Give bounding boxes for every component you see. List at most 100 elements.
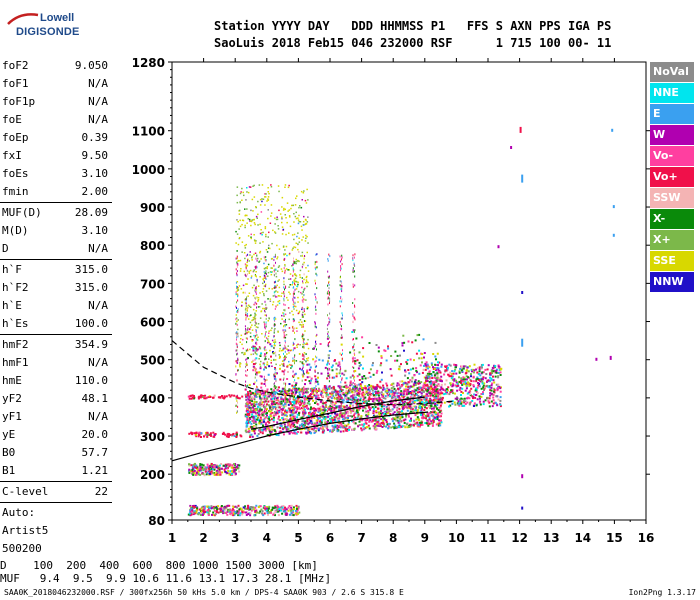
echo-point <box>270 215 272 217</box>
echo-point <box>236 320 238 323</box>
echo-point <box>259 251 261 254</box>
echo-point <box>235 268 237 271</box>
echo-point <box>212 505 215 508</box>
echo-point <box>437 394 440 397</box>
echo-point <box>403 391 406 394</box>
echo-point <box>241 251 243 253</box>
echo-point <box>353 427 356 430</box>
echo-point <box>323 416 326 418</box>
echo-point <box>294 373 296 376</box>
echo-point <box>254 398 256 401</box>
echo-point <box>436 407 438 410</box>
echo-point <box>246 341 248 344</box>
echo-point <box>302 391 305 394</box>
echo-point <box>273 375 276 378</box>
echo-point <box>448 393 451 396</box>
echo-point <box>480 395 483 398</box>
echo-point <box>262 282 264 285</box>
echo-point <box>465 369 468 372</box>
echo-point <box>361 381 364 384</box>
echo-point <box>247 278 249 280</box>
echo-point <box>491 405 494 408</box>
echo-point <box>253 239 256 241</box>
echo-point <box>494 375 497 378</box>
echo-point <box>492 393 495 396</box>
echo-point <box>351 331 354 333</box>
echo-point <box>315 297 317 300</box>
echo-point <box>410 392 412 395</box>
echo-point <box>330 401 333 404</box>
echo-point <box>442 388 445 391</box>
echo-point <box>337 394 340 397</box>
echo-point <box>303 333 305 336</box>
echo-point <box>251 435 254 438</box>
echo-point <box>264 340 266 343</box>
echo-point <box>303 372 305 375</box>
echo-point <box>298 412 300 415</box>
echo-point <box>254 303 256 306</box>
echo-point <box>268 416 270 419</box>
echo-point <box>253 382 255 385</box>
echo-point <box>378 422 381 425</box>
echo-point <box>291 204 293 207</box>
echo-point <box>471 370 473 373</box>
echo-point <box>414 422 417 425</box>
echo-point <box>229 508 232 511</box>
echo-point <box>434 372 437 375</box>
param-label: yF2 <box>2 392 22 405</box>
echo-point <box>284 355 286 358</box>
echo-point <box>465 382 468 385</box>
echo-point <box>286 421 289 424</box>
param-row: hmF2 354.9 <box>0 336 112 354</box>
echo-point <box>278 411 281 414</box>
echo-point <box>288 352 290 354</box>
echo-point <box>399 417 402 420</box>
echo-point <box>421 371 424 374</box>
echo-point <box>500 367 503 370</box>
echo-point <box>295 258 297 261</box>
echo-point <box>360 415 363 418</box>
echo-point <box>282 427 285 429</box>
echo-point <box>464 400 467 403</box>
echo-point <box>341 378 343 381</box>
echo-point <box>299 399 302 402</box>
echo-point <box>274 285 276 287</box>
echo-point <box>264 309 265 312</box>
echo-point <box>310 421 313 424</box>
echo-point <box>413 424 415 427</box>
echo-point <box>222 512 225 515</box>
echo-point <box>421 387 424 390</box>
echo-point <box>242 338 244 341</box>
echo-point <box>315 385 317 388</box>
echo-point <box>260 398 263 401</box>
echo-point <box>382 416 384 419</box>
echo-point <box>361 394 364 397</box>
echo-point <box>245 254 247 257</box>
echo-point <box>253 432 256 435</box>
echo-point <box>305 404 308 407</box>
echo-point <box>339 409 342 412</box>
echo-point <box>315 253 317 256</box>
echo-point <box>392 382 395 385</box>
echo-point <box>493 381 496 384</box>
echo-point <box>354 412 357 415</box>
echo-point <box>407 369 410 371</box>
echo-point <box>280 400 283 403</box>
echo-point <box>263 280 265 283</box>
echo-point <box>250 422 253 425</box>
echo-point <box>335 392 338 395</box>
echo-point <box>354 318 356 321</box>
echo-point <box>272 295 275 297</box>
echo-point <box>403 390 406 393</box>
echo-point <box>353 316 355 319</box>
echo-point <box>378 424 381 427</box>
echo-point <box>478 370 481 373</box>
echo-point <box>292 263 294 266</box>
echo-point <box>488 405 491 408</box>
echo-point <box>353 349 355 352</box>
echo-point <box>271 391 273 394</box>
echo-point <box>461 365 463 368</box>
echo-point <box>331 424 334 427</box>
echo-point <box>363 423 366 426</box>
param-label: B1 <box>2 464 16 477</box>
